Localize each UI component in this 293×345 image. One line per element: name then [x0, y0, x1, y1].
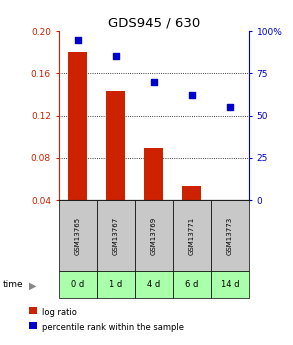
Text: 6 d: 6 d — [185, 280, 199, 289]
Text: time: time — [3, 280, 23, 289]
Bar — [135, 271, 173, 298]
Bar — [59, 200, 97, 271]
Bar — [59, 271, 97, 298]
Text: log ratio: log ratio — [42, 308, 77, 317]
Text: GSM13771: GSM13771 — [189, 216, 195, 255]
Text: ▶: ▶ — [29, 280, 37, 290]
Text: percentile rank within the sample: percentile rank within the sample — [42, 323, 185, 332]
Bar — [173, 200, 211, 271]
Bar — [135, 200, 173, 271]
Text: GSM13769: GSM13769 — [151, 216, 157, 255]
Text: 4 d: 4 d — [147, 280, 161, 289]
Point — [151, 79, 156, 85]
Point — [228, 104, 232, 110]
Bar — [182, 186, 201, 242]
Bar — [97, 200, 135, 271]
Bar — [211, 271, 249, 298]
Text: 0 d: 0 d — [71, 280, 84, 289]
Bar — [173, 271, 211, 298]
Point — [75, 37, 80, 42]
Bar — [97, 271, 135, 298]
Bar — [68, 52, 87, 242]
Text: GSM13765: GSM13765 — [75, 216, 81, 255]
Title: GDS945 / 630: GDS945 / 630 — [108, 17, 200, 30]
Point — [190, 92, 194, 98]
Point — [113, 54, 118, 59]
Bar — [211, 200, 249, 271]
Text: 1 d: 1 d — [109, 280, 122, 289]
Text: 14 d: 14 d — [221, 280, 239, 289]
Text: GSM13767: GSM13767 — [113, 216, 119, 255]
Text: GSM13773: GSM13773 — [227, 216, 233, 255]
Bar — [106, 91, 125, 242]
Bar — [144, 148, 163, 242]
